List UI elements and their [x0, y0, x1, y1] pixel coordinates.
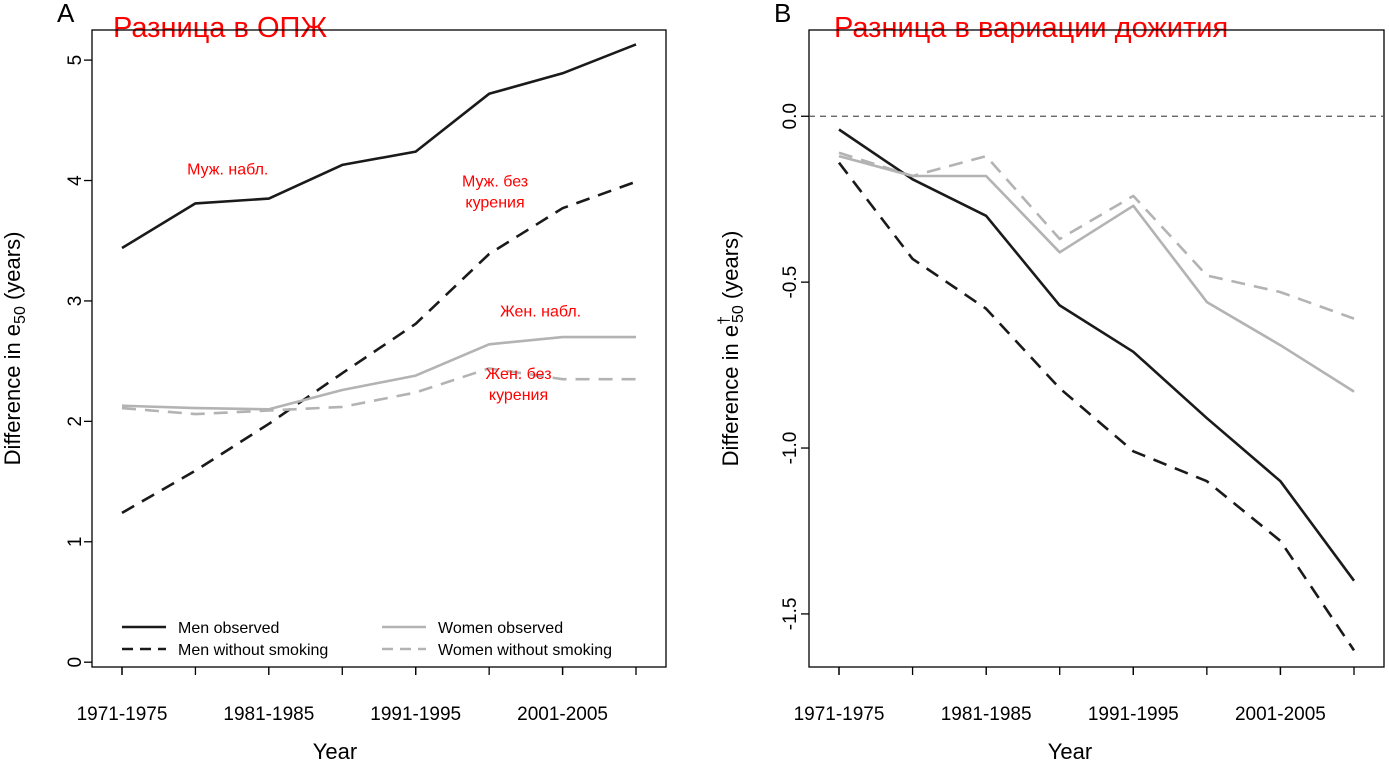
series-line-men-observed: [838, 128, 1356, 582]
panel-a-chart: A Разница в ОПЖ 1971-1975 1981-1985 1991-199…: [0, 0, 667, 764]
panel-letter: B: [774, 0, 791, 28]
series-line-men-without-smoking: [121, 180, 637, 515]
x-tick-label: 1991-1995: [370, 704, 461, 725]
legend-item-label: Women observed: [438, 620, 563, 637]
legend-item-label: Women without smoking: [438, 642, 612, 659]
x-tick-label: 2001-2005: [1235, 704, 1326, 725]
y-tick-label: 5: [65, 55, 86, 66]
annotation-line: Жен. без: [485, 366, 551, 383]
y-axis-label-prefix: Difference in e: [0, 324, 25, 465]
x-tick-label: 1981-1985: [223, 704, 314, 725]
chart-title: Разница в ОПЖ: [113, 12, 327, 44]
x-tick-label: 1981-1985: [941, 704, 1032, 725]
x-tick-label: 1991-1995: [1088, 704, 1179, 725]
y-axis-label-prefix: Difference in e: [718, 325, 743, 466]
x-tick-label: 1971-1975: [77, 704, 168, 725]
y-axis-label-suffix: (years): [718, 231, 743, 306]
series-line-men-without-smoking: [837, 161, 1356, 652]
series-line-women-without-smoking: [121, 367, 636, 416]
annotation: Муж. без курения: [462, 174, 528, 212]
legend-item-label: Men without smoking: [178, 642, 328, 659]
panel-letter: A: [57, 0, 75, 28]
chart-title: Разница в вариации дожития: [834, 12, 1228, 44]
annotation-line: курения: [489, 387, 548, 404]
y-tick-label: 0: [65, 657, 86, 668]
x-tick-label: 2001-2005: [517, 704, 608, 725]
x-tick-label: 1971-1975: [794, 704, 885, 725]
y-axis-label-sub: 50: [730, 305, 747, 323]
y-tick-label: 1: [65, 536, 86, 547]
y-axis-label-suffix: (years): [0, 232, 25, 307]
y-tick-label: -1.0: [780, 432, 801, 465]
annotation: Жен. без курения: [485, 366, 551, 404]
plot-frame: [91, 29, 667, 668]
y-tick-label: 0.0: [780, 103, 801, 129]
plot-frame: [808, 29, 1385, 668]
annotation: Жен. набл.: [500, 304, 581, 321]
annotation: Муж. набл.: [187, 161, 268, 178]
series-line-women-without-smoking: [838, 151, 1355, 320]
x-axis-label: Year: [1048, 739, 1092, 764]
y-tick-label: 2: [65, 416, 86, 427]
series-line-men-observed: [121, 43, 637, 250]
y-tick-label: 3: [65, 296, 86, 307]
series-line-women-observed: [838, 154, 1355, 393]
y-axis-label: Difference in e50 (years): [0, 232, 29, 466]
y-tick-label: -1.5: [780, 598, 801, 631]
y-tick-label: 4: [65, 175, 86, 186]
y-axis-label-sup: †: [716, 316, 733, 325]
annotation-line: Муж. набл.: [187, 161, 268, 178]
panel-b-chart: B Разница в вариации дожития 1971-1975 1981…: [716, 0, 1385, 764]
series-line-women-observed: [121, 335, 636, 411]
y-axis-label: Difference in e†50 (years): [716, 231, 747, 467]
annotation-line: Жен. набл.: [500, 304, 581, 321]
y-axis-label-sub: 50: [12, 306, 29, 324]
legend-item-label: Men observed: [178, 620, 279, 637]
x-axis-label: Year: [313, 739, 357, 764]
annotation-line: курения: [465, 195, 524, 212]
annotation-line: Муж. без: [462, 174, 528, 191]
y-tick-label: -0.5: [780, 266, 801, 299]
